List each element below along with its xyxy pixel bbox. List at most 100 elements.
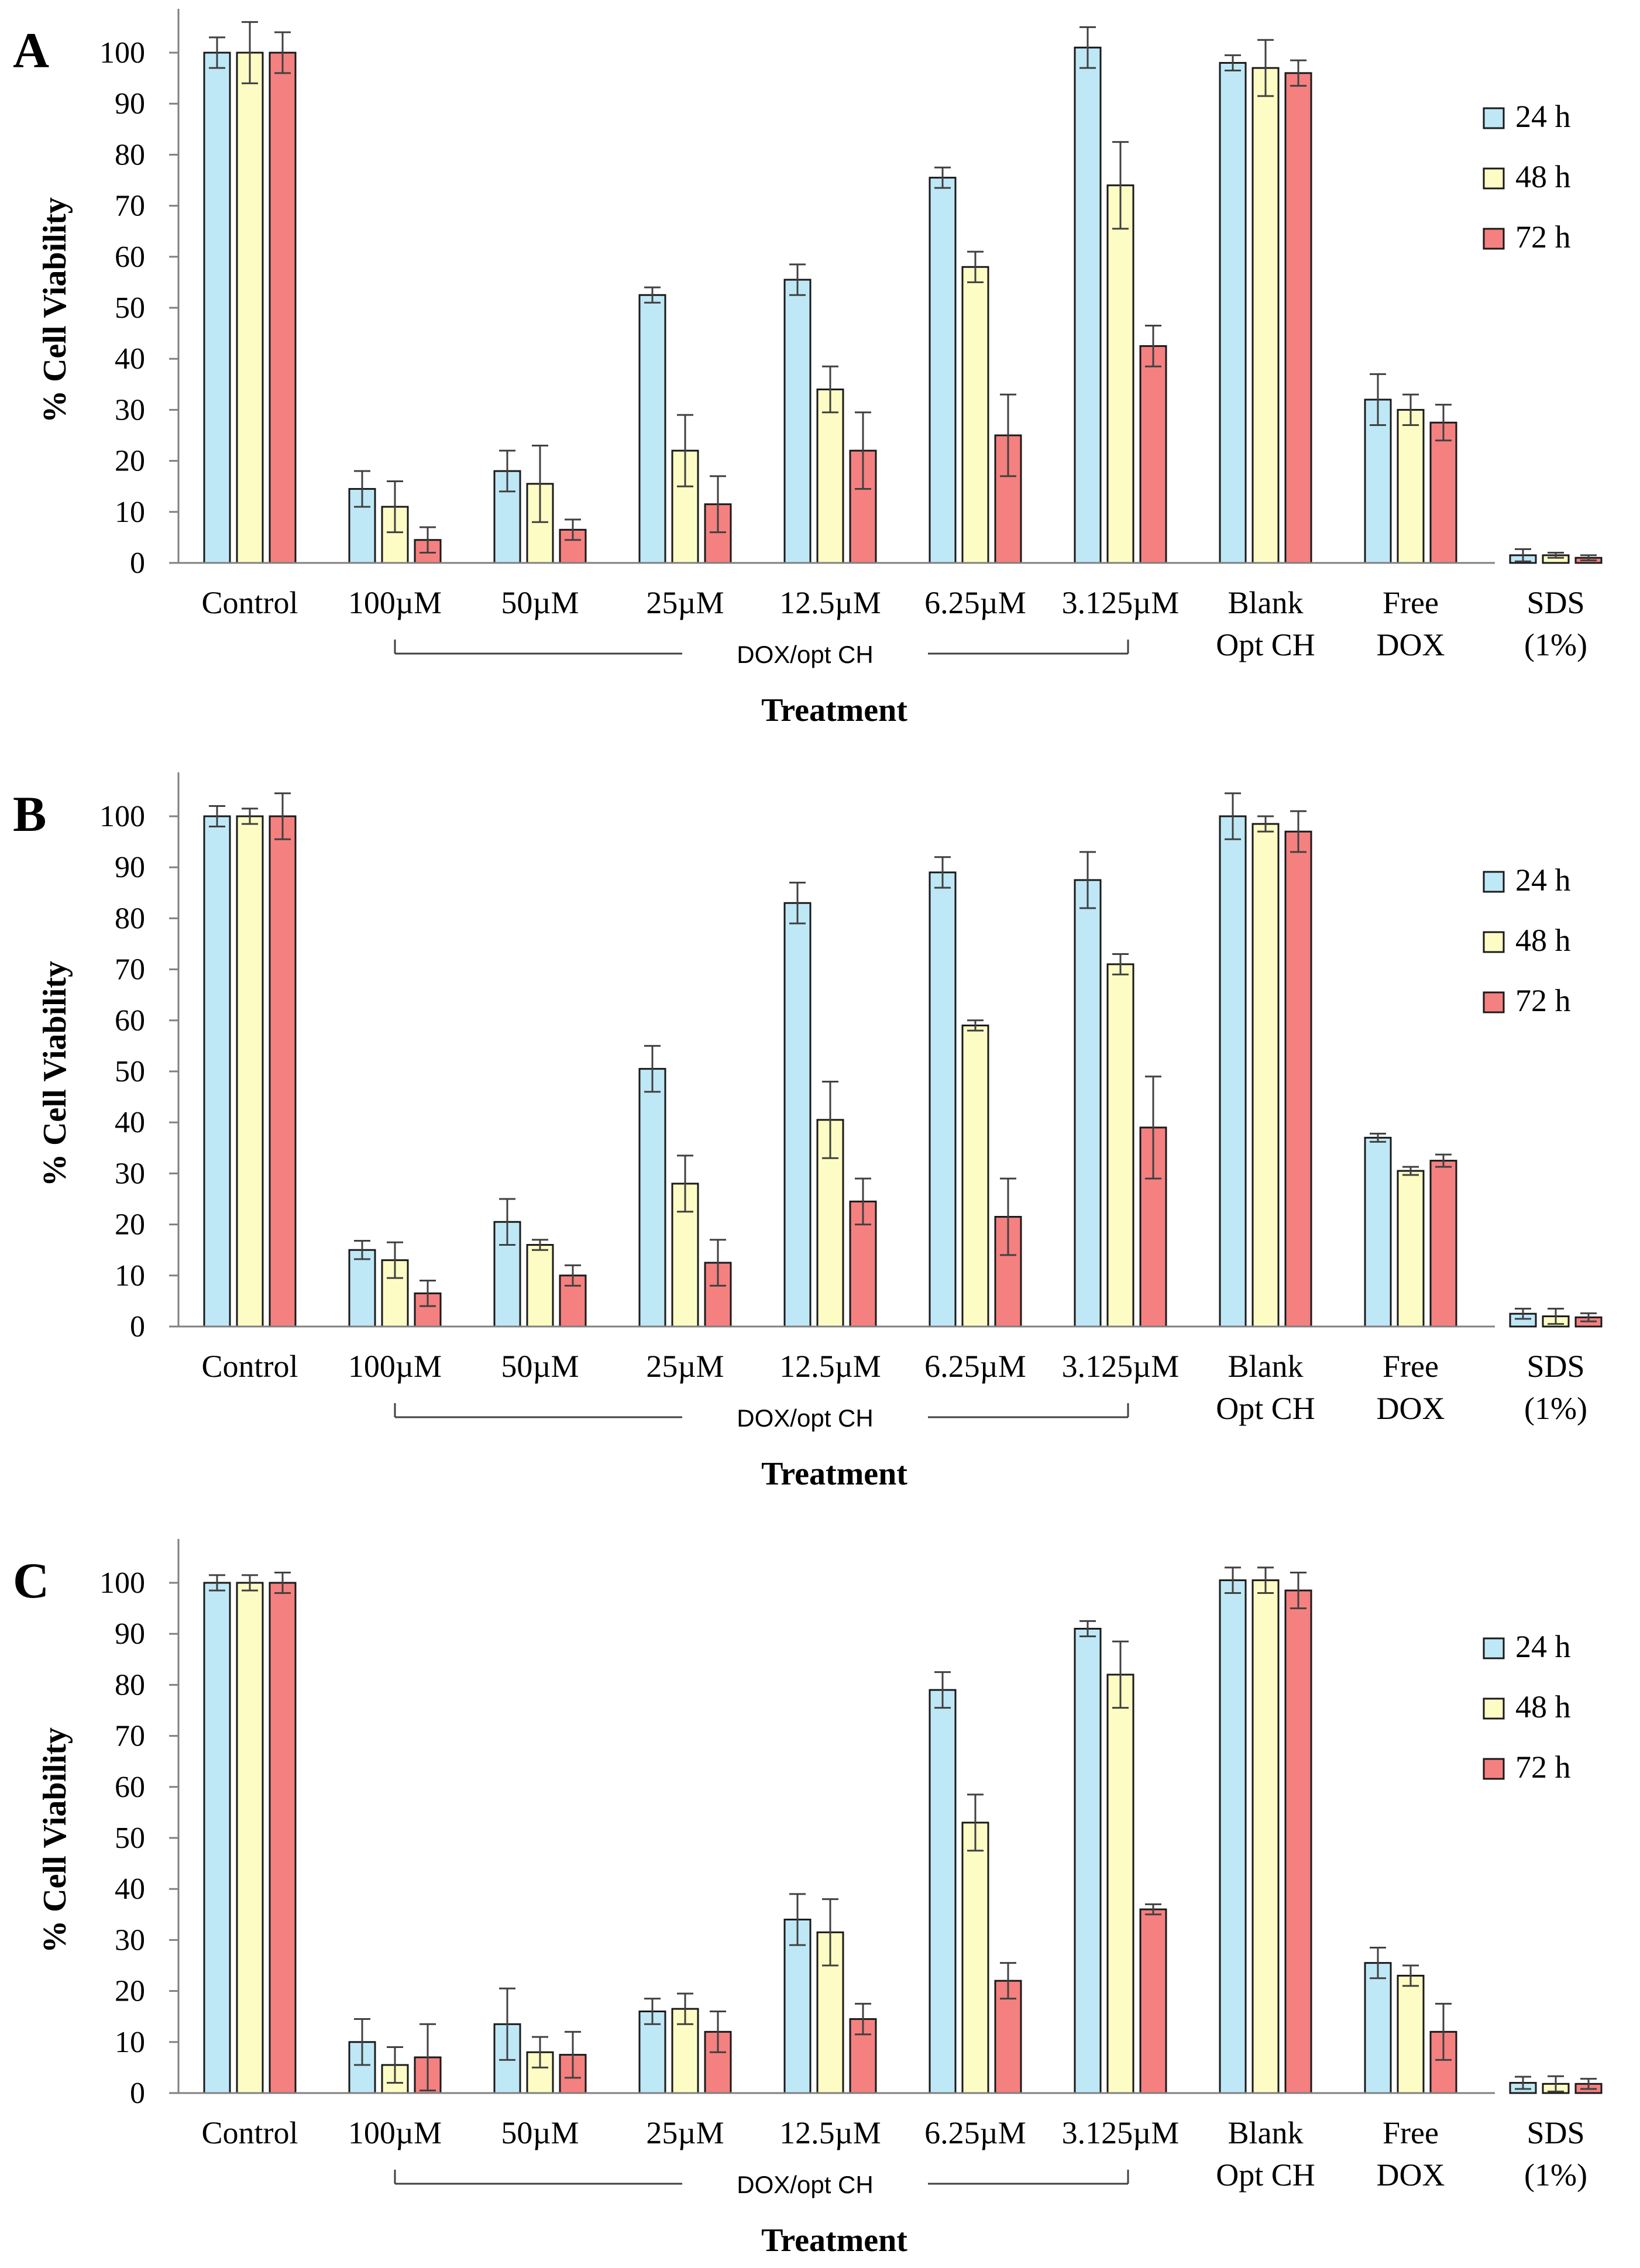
bar-48h-6 [1106,1673,1134,2094]
y-tick-label: 60 [115,240,145,274]
x-tick-label: 3.125µM [1062,1349,1180,1384]
bar-24h-8 [1364,1136,1392,1328]
x-tick-label: 6.25µM [924,585,1026,620]
y-tick-label: 10 [115,496,145,529]
x-axis-title: Treatment [761,1456,907,1492]
bar-48h-7 [1252,1579,1280,2094]
x-tick-label: Control [201,1349,298,1384]
bar-24h-7 [1219,1579,1247,2094]
x-tick-label: 100µM [348,1349,442,1384]
y-tick-label: 90 [115,851,145,884]
x-tick-label: 12.5µM [779,1349,881,1384]
x-tick-label: 50µM [501,1349,579,1384]
y-tick-label: 100 [99,800,145,833]
legend-label: 72 h [1515,983,1571,1018]
panel-letter: B [13,786,46,842]
bar-48h-2 [526,1243,554,1328]
legend-swatch [1483,871,1505,893]
legend-label: 72 h [1515,219,1571,255]
legend-label: 48 h [1515,1689,1571,1724]
bar-48h-0 [236,815,264,1328]
legend-swatch [1483,1697,1505,1720]
x-tick-label: Control [201,2115,298,2150]
x-tick-label: (1%) [1524,627,1587,662]
legend-swatch [1483,1758,1505,1780]
y-axis-title: % Cell Viability [37,1727,73,1953]
x-tick-label: DOX [1377,1391,1445,1426]
y-tick-label: 0 [130,547,145,580]
x-axis-title: Treatment [761,2222,907,2259]
legend-label: 48 h [1515,159,1571,194]
x-tick-label: SDS [1526,2115,1584,2150]
bar-48h-7 [1252,823,1280,1328]
y-tick-label: 100 [99,36,145,70]
y-tick-label: 80 [115,902,145,935]
y-tick-label: 100 [99,1566,145,1600]
bar-24h-4 [783,902,812,1328]
x-tick-label: Blank [1228,2115,1304,2150]
bar-72h-6 [1139,345,1167,564]
chart-panel-c: C 0 10 20 30 40 50 60 70 80 90 100 Control 100µM 50µM 2… [13,1539,1603,2259]
panel-letter: A [13,22,49,78]
bar-24h-4 [783,1919,812,2094]
y-tick-label: 50 [115,1822,145,1855]
x-tick-label: 100µM [348,2115,442,2150]
x-tick-label: Opt CH [1216,2157,1315,2193]
x-tick-label: SDS [1526,1349,1584,1384]
y-tick-label: 40 [115,342,145,376]
bar-24h-8 [1364,1962,1392,2094]
bar-72h-7 [1284,830,1312,1328]
bar-24h-0 [203,51,231,564]
x-tick-label: (1%) [1524,1391,1587,1426]
x-tick-label: Opt CH [1216,1391,1315,1426]
y-tick-label: 50 [115,291,145,325]
bar-24h-1 [348,1249,376,1328]
y-tick-label: 10 [115,2026,145,2059]
bar-24h-6 [1074,46,1102,564]
x-tick-label: Opt CH [1216,627,1315,662]
y-tick-label: 70 [115,190,145,223]
legend-label: 24 h [1515,1629,1571,1664]
y-tick-label: 70 [115,953,145,987]
bar-72h-8 [1429,1160,1457,1328]
y-tick-label: 40 [115,1106,145,1139]
legend-swatch [1483,167,1505,190]
bar-48h-6 [1106,184,1134,564]
bar-24h-5 [929,871,957,1328]
legend-label: 72 h [1515,1750,1571,1785]
bar-24h-0 [203,815,231,1328]
x-tick-label: Blank [1228,585,1304,620]
bar-24h-3 [638,1068,666,1328]
bar-72h-8 [1429,421,1457,564]
bar-72h-6 [1139,1908,1167,2094]
x-tick-label: 50µM [501,585,579,620]
bar-48h-5 [961,1822,989,2094]
bar-48h-0 [236,51,264,564]
y-tick-label: 30 [115,1157,145,1190]
legend-swatch [1483,228,1505,250]
y-tick-label: 80 [115,1668,145,1702]
bar-48h-5 [961,1025,989,1328]
y-tick-label: 20 [115,1208,145,1242]
x-tick-label: 12.5µM [779,2115,881,2150]
y-tick-label: 60 [115,1771,145,1804]
bar-24h-7 [1219,61,1247,564]
x-tick-label: SDS [1526,585,1584,620]
y-tick-label: 10 [115,1259,145,1293]
bar-72h-0 [269,1582,297,2094]
bar-24h-3 [638,294,666,564]
bar-24h-6 [1074,879,1102,1328]
legend-label: 24 h [1515,862,1571,898]
x-tick-label: 6.25µM [924,2115,1026,2150]
y-tick-label: 90 [115,1617,145,1651]
x-tick-label: DOX [1377,627,1445,662]
bar-24h-4 [783,279,812,564]
y-tick-label: 30 [115,1923,145,1957]
bar-72h-7 [1284,72,1312,564]
x-tick-label: 100µM [348,585,442,620]
bar-48h-0 [236,1582,264,2094]
chart-panel-a: A 0 10 20 30 40 50 60 70 80 90 100 Control 100µM 50µM 2… [13,9,1603,728]
x-tick-label: Free [1383,585,1439,620]
y-tick-label: 20 [115,1975,145,2008]
x-tick-label: 50µM [501,2115,579,2150]
